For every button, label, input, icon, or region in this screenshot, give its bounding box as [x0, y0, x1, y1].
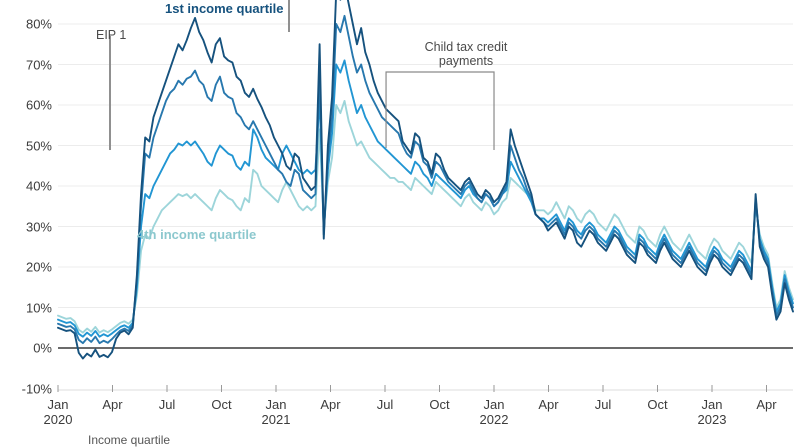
x-tick-month: Jul	[376, 397, 394, 412]
x-tick-month: Apr	[538, 397, 559, 412]
x-tick-month: Jan	[265, 397, 287, 412]
x-tick-year: 2020	[43, 412, 73, 427]
x-tick-month: Jul	[158, 397, 176, 412]
x-axis-tick-label: Apr	[102, 397, 122, 412]
y-axis-tick-label: 40%	[25, 178, 52, 194]
x-axis-tick-label: Apr	[538, 397, 558, 412]
y-axis-tick-label: 50%	[25, 138, 52, 153]
annotation-eip-1: EIP 1	[96, 28, 127, 42]
x-tick-month: Apr	[102, 397, 123, 412]
x-axis-tick-label: Oct	[429, 397, 449, 412]
x-tick-month: Jan	[47, 397, 69, 412]
x-axis-tick-label: Jan 2021	[262, 397, 291, 427]
annotation-child-tax-credit: Child tax credit payments	[424, 40, 508, 68]
x-axis-tick-label: Jan 2020	[44, 397, 73, 427]
x-tick-year: 2021	[261, 412, 291, 427]
x-tick-month: Jan	[701, 397, 723, 412]
x-axis-tick-label: Jan 2022	[480, 397, 509, 427]
x-axis-tick-label: Jul	[159, 397, 176, 412]
y-axis-tick-label: 30%	[25, 219, 52, 234]
x-axis-tick-label: Jan 2023	[698, 397, 727, 427]
y-axis-tick-label: 80%	[25, 16, 52, 32]
series-line-2	[57, 14, 794, 345]
y-axis-tick-label: -10%	[21, 381, 52, 396]
x-tick-month: Apr	[320, 397, 341, 412]
x-tick-month: Oct	[429, 397, 450, 412]
series-line-4	[57, 100, 794, 334]
x-tick-month: Oct	[647, 397, 668, 412]
x-axis-tick-label: Oct	[211, 397, 231, 412]
x-axis-tick-label: Jul	[595, 397, 612, 412]
series-line-1	[57, 0, 794, 360]
y-axis-tick-label: 10%	[25, 300, 52, 315]
x-axis-tick-label: Oct	[647, 397, 667, 412]
x-axis-tick-label: Apr	[320, 397, 340, 412]
y-axis-tick-label: 60%	[25, 97, 52, 113]
series-line-3	[57, 59, 794, 338]
x-axis-tick-label: Apr	[756, 397, 776, 412]
x-tick-month: Oct	[211, 397, 232, 412]
legend-title: Income quartile	[88, 433, 171, 447]
x-tick-month: Apr	[756, 397, 777, 412]
x-tick-month: Jul	[594, 397, 612, 412]
x-tick-month: Jan	[483, 397, 505, 412]
y-axis-tick-label: 20%	[25, 259, 52, 275]
x-axis-tick-label: Jul	[377, 397, 394, 412]
series-label-4th-quartile: 4th income quartile	[137, 227, 257, 242]
series-label-1st-quartile: 1st income quartile	[165, 1, 284, 16]
x-tick-year: 2023	[697, 412, 727, 427]
y-axis-tick-label: 0%	[33, 340, 52, 356]
y-axis-tick-label: 70%	[25, 57, 52, 72]
x-tick-year: 2022	[479, 412, 509, 427]
child-tax-credit-bracket	[385, 71, 495, 150]
